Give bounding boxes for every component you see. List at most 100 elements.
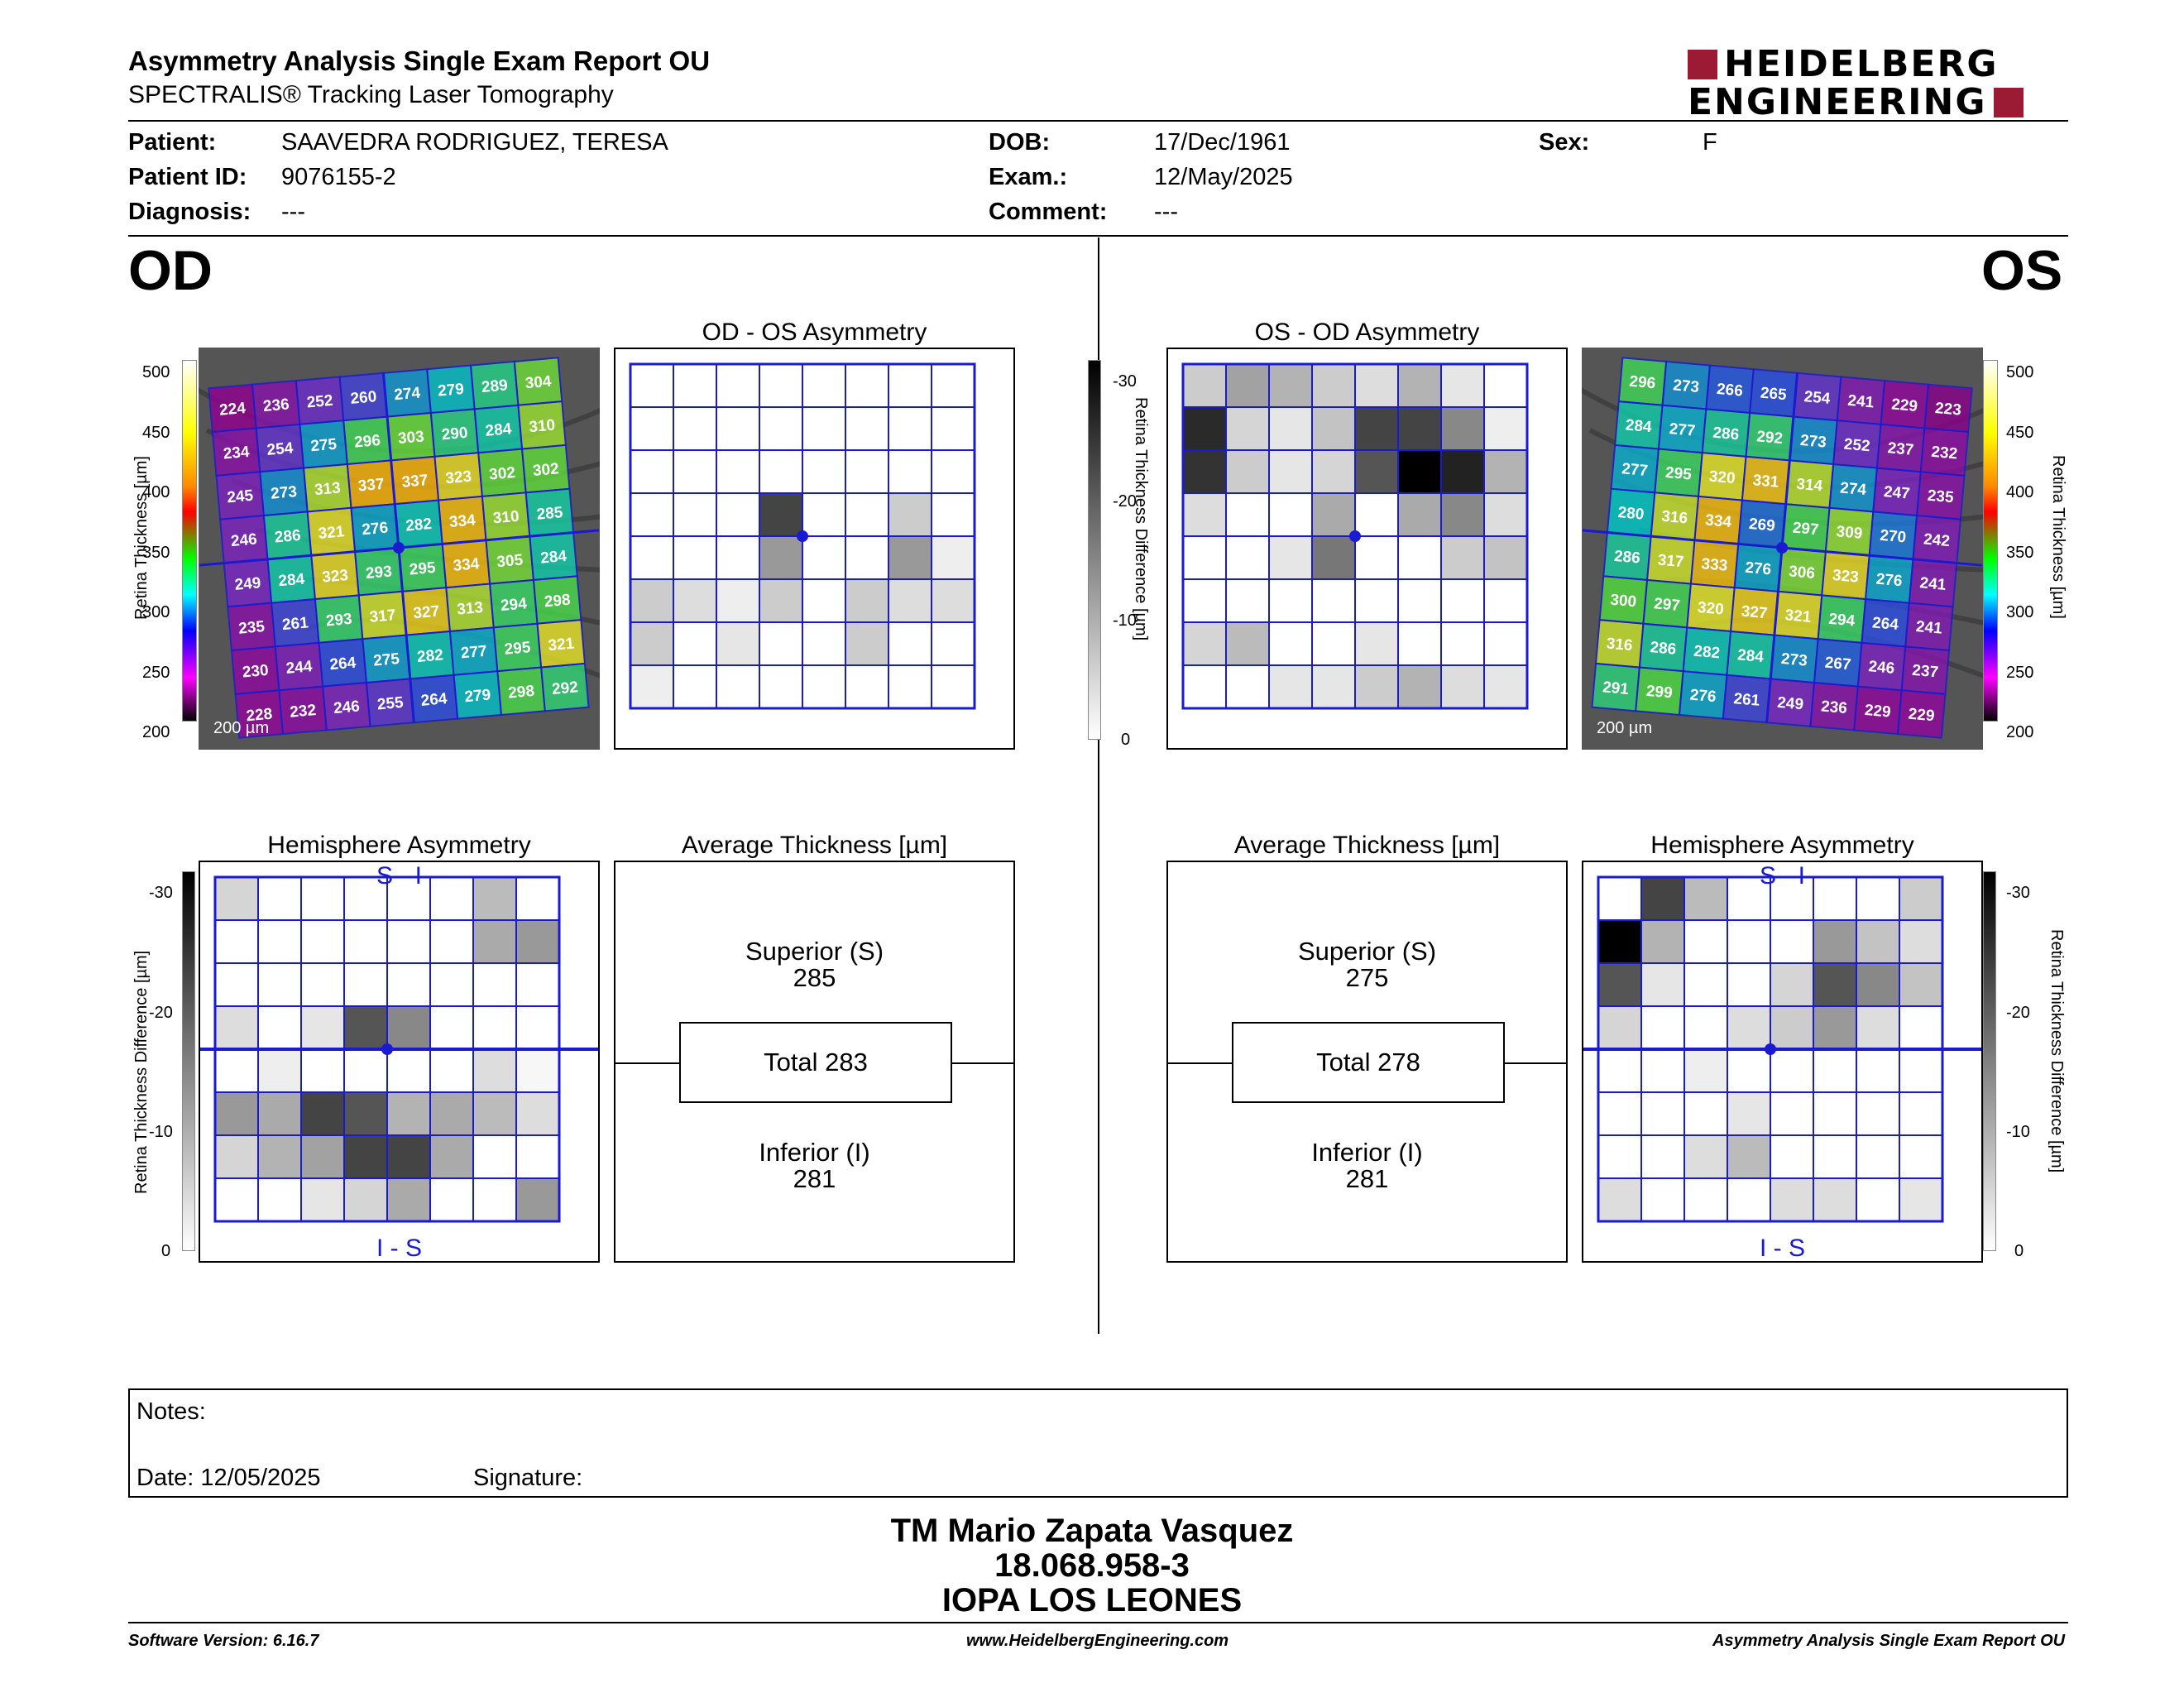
thickness-value: 237 (1911, 662, 1938, 682)
grid-cell (257, 1048, 302, 1093)
grid-cell (1268, 363, 1313, 408)
grid-cell (716, 664, 760, 709)
od-hemi-top-label: S - I (376, 862, 422, 890)
grid-cell (716, 535, 760, 580)
logo-square-icon (1688, 50, 1717, 79)
grid-cell (1770, 962, 1814, 1007)
grid-cell (759, 621, 803, 666)
thickness-value: 298 (544, 592, 571, 611)
thickness-value: 229 (1890, 396, 1918, 415)
thickness-value: 323 (1832, 567, 1859, 587)
grid-cell (1182, 449, 1227, 494)
grid-cell (429, 962, 474, 1007)
thickness-value: 254 (1803, 388, 1832, 408)
grid-cell (888, 363, 932, 408)
grid-cell (1770, 1134, 1814, 1179)
od-superior-value: 285 (793, 963, 836, 992)
od-thickness-map: 224 236 252 260 274 279 289 304 234 254 275 296 303 2… (199, 348, 600, 750)
grid-cell (1354, 492, 1399, 537)
thickness-value: 235 (1927, 487, 1955, 507)
tick: 250 (2006, 663, 2034, 682)
grid-cell (716, 449, 760, 494)
thickness-value: 285 (536, 504, 564, 524)
tick: 0 (161, 1242, 171, 1260)
grid-cell (1268, 621, 1313, 666)
tick: 500 (2006, 363, 2034, 381)
thickness-value: 276 (1689, 687, 1717, 707)
grid-cell (1225, 621, 1270, 666)
thickness-value: 327 (413, 603, 440, 623)
tick: -20 (149, 1004, 173, 1022)
grid-cell (1354, 363, 1399, 408)
date-label: Date: 12/05/2025 (136, 1465, 321, 1491)
grid-cell (888, 535, 932, 580)
thickness-value: 273 (1672, 376, 1699, 396)
thickness-value: 296 (353, 432, 381, 452)
grid-cell (1597, 962, 1642, 1007)
website-link[interactable]: www.HeidelbergEngineering.com (966, 1632, 1229, 1650)
thickness-value: 229 (1908, 706, 1935, 726)
grid-cell (1311, 363, 1356, 408)
grid-cell (1182, 492, 1227, 537)
grid-cell (931, 664, 975, 709)
thickness-value: 323 (445, 468, 472, 488)
thickness-value: 276 (362, 520, 389, 539)
thickness-value: 333 (1701, 555, 1728, 575)
grid-cell (759, 535, 803, 580)
grid-cell (1182, 621, 1227, 666)
grid-cell (472, 919, 517, 964)
os-hemi-colorbar: -30 -20 -10 0 Retina Thickness Differenc… (1983, 871, 2074, 1260)
thickness-value: 224 (218, 400, 247, 420)
grid-cell (1813, 1134, 1857, 1179)
grid-cell (1225, 406, 1270, 451)
grid-cell (1440, 621, 1485, 666)
grid-cell (472, 1177, 517, 1222)
grid-cell (1440, 535, 1485, 580)
grid-cell (1397, 406, 1442, 451)
thickness-value: 245 (227, 487, 255, 507)
grid-cell (1856, 919, 1900, 964)
thickness-value: 275 (372, 650, 400, 670)
grid-cell (931, 492, 975, 537)
grid-cell (1397, 578, 1442, 623)
thickness-value: 337 (357, 476, 385, 496)
grid-cell (1597, 1177, 1642, 1222)
thickness-value: 286 (1613, 548, 1640, 568)
thickness-value: 321 (548, 635, 576, 655)
grid-cell (386, 1134, 431, 1179)
thickness-value: 267 (1824, 655, 1851, 674)
thickness-value: 299 (1645, 683, 1673, 703)
thickness-value: 241 (1847, 392, 1875, 412)
grid-cell (214, 1134, 259, 1179)
od-hemi-gradient (182, 871, 195, 1251)
thickness-value: 300 (1610, 592, 1637, 611)
grid-cell (759, 492, 803, 537)
tick: 0 (1121, 731, 1131, 749)
thickness-value: 241 (1919, 574, 1947, 594)
logo-line1: HEIDELBERG (1724, 43, 1999, 85)
thickness-value: 295 (409, 559, 437, 579)
grid-cell (1684, 919, 1728, 964)
os-thickness-colorbar: 500 450 400 350 300 250 200 Retina Thick… (1983, 348, 2074, 753)
thickness-value: 229 (1864, 702, 1891, 722)
grid-cell (630, 449, 674, 494)
grid-cell (300, 1091, 345, 1136)
grid-cell (1899, 1048, 1943, 1093)
fovea-marker (1349, 530, 1361, 542)
thickness-value: 306 (1788, 563, 1815, 583)
grid-cell (1268, 449, 1313, 494)
grid-cell (386, 1005, 431, 1050)
grid-cell (931, 406, 975, 451)
grid-cell (845, 363, 889, 408)
grid-cell (429, 1177, 474, 1222)
grid-cell (802, 363, 846, 408)
grid-cell (716, 363, 760, 408)
grid-cell (1813, 1048, 1857, 1093)
grid-cell (257, 919, 302, 964)
grid-cell (1640, 1134, 1685, 1179)
grid-cell (214, 1177, 259, 1222)
fovea-marker (1765, 1043, 1776, 1055)
thickness-value: 242 (1923, 530, 1950, 550)
grid-cell (931, 578, 975, 623)
grid-cell (1397, 664, 1442, 709)
